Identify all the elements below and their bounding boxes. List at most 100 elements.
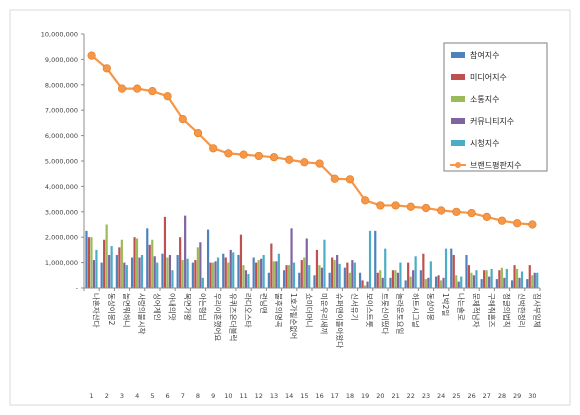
bar-소통지수-20: [379, 270, 382, 288]
bar-소통지수-10: [227, 262, 230, 288]
bar-커뮤니티지수-11: [244, 270, 248, 288]
bar-커뮤니티지수-30: [533, 272, 536, 288]
bar-참여지수-11: [237, 254, 240, 288]
bar-커뮤니티지수-12: [260, 258, 263, 288]
bar-참여지수-16: [313, 275, 316, 288]
bar-참여지수-6: [161, 253, 164, 288]
x-rank-label: 15: [300, 392, 308, 400]
bar-시청지수-15: [308, 265, 311, 288]
bar-소통지수-3: [120, 239, 123, 288]
bar-시청지수-7: [186, 258, 189, 288]
x-category-name: 보이스트롯: [365, 293, 375, 328]
x-rank-label: 28: [498, 392, 506, 400]
bar-미디어지수-3: [118, 247, 121, 288]
x-category-name: 동상이몽2: [107, 293, 117, 326]
x-category-name: 1박2일: [441, 293, 451, 316]
bar-시청지수-18: [353, 262, 356, 288]
legend-box: [443, 42, 548, 172]
bar-소통지수-23: [424, 279, 427, 288]
bar-미디어지수-24: [437, 275, 440, 288]
bar-미디어지수-1: [87, 237, 91, 288]
x-rank-label: 17: [331, 392, 339, 400]
bar-소통지수-12: [257, 260, 260, 288]
bar-참여지수-7: [176, 254, 179, 288]
bar-소통지수-19: [363, 285, 367, 288]
bar-참여지수-24: [434, 276, 438, 288]
bar-참여지수-23: [419, 270, 422, 288]
x-category-name: 동상이몽: [426, 293, 436, 321]
y-tick-label: 9,000,000: [45, 56, 78, 64]
x-category-name: 복면가왕: [183, 293, 193, 321]
bar-참여지수-13: [267, 272, 270, 288]
x-rank-label: 10: [224, 392, 232, 400]
point-브랜드평판지수-7: [178, 114, 187, 124]
x-rank-label: 30: [528, 392, 536, 400]
x-category-name: 나는솔로: [456, 293, 465, 321]
bar-참여지수-20: [374, 230, 377, 288]
bar-참여지수-4: [130, 257, 134, 288]
x-category-name: 아내의맛: [168, 293, 178, 321]
bar-미디어지수-9: [209, 262, 212, 288]
legend-swatch: [451, 96, 465, 102]
x-category-name: 우리이혼했어요: [213, 293, 223, 341]
bar-참여지수-10: [222, 253, 225, 288]
bar-소통지수-21: [394, 270, 397, 288]
bar-미디어지수-29: [513, 265, 516, 288]
x-category-name: 쇼미더머니: [304, 293, 313, 328]
bar-커뮤니티지수-9: [214, 261, 217, 288]
bar-커뮤니티지수-16: [320, 267, 324, 288]
bar-소통지수-9: [211, 262, 215, 288]
legend-swatch: [451, 52, 465, 58]
x-rank-label: 23: [422, 392, 430, 400]
line-series-group: [87, 51, 537, 229]
x-category-name: 신서유기: [350, 293, 359, 321]
bar-참여지수-2: [100, 262, 103, 288]
legend-label: 미디어지수: [470, 72, 507, 82]
point-브랜드평판지수-1: [87, 51, 96, 60]
bar-미디어지수-30: [528, 265, 531, 288]
bar-소통지수-29: [515, 268, 519, 288]
bar-미디어지수-6: [163, 216, 167, 288]
bar-미디어지수-22: [407, 262, 410, 288]
bar-소통지수-2: [105, 224, 108, 288]
bar-참여지수-22: [404, 280, 407, 288]
bar-시청지수-14: [292, 262, 296, 288]
x-rank-label: 14: [285, 392, 293, 400]
point-브랜드평판지수-25: [452, 207, 461, 216]
bar-커뮤니티지수-14: [290, 228, 293, 288]
point-브랜드평판지수-12: [254, 151, 263, 161]
x-axis: 나혼자산다1동상이몽22놀면뭐하니3사랑의불시착4싱어게인5아내의맛6복면가왕7…: [83, 287, 542, 400]
bar-시청지수-2: [110, 246, 113, 288]
bar-미디어지수-11: [239, 234, 243, 288]
bar-미디어지수-25: [452, 254, 455, 288]
bar-series-group: [85, 215, 539, 288]
bar-커뮤니티지수-19: [366, 281, 369, 288]
bar-미디어지수-26: [467, 265, 471, 288]
x-category-name: 싱어게인: [152, 293, 162, 321]
bar-미디어지수-23: [422, 253, 425, 288]
y-tick-label: 2,000,000: [45, 234, 78, 242]
legend-label: 참여지수: [470, 50, 499, 60]
x-category-name: 유퀴즈온더블럭: [228, 293, 238, 341]
bar-커뮤니티지수-1: [92, 260, 96, 288]
x-category-name: 1호가될순없어: [289, 293, 299, 339]
point-브랜드평판지수-11: [239, 150, 248, 159]
bar-시청지수-5: [156, 262, 159, 288]
bar-시청지수-30: [536, 272, 539, 288]
bar-커뮤니티지수-13: [275, 261, 278, 288]
point-브랜드평판지수-30: [528, 220, 537, 229]
point-브랜드평판지수-15: [300, 158, 309, 167]
point-브랜드평판지수-27: [482, 212, 491, 221]
bar-미디어지수-7: [179, 237, 182, 288]
bar-미디어지수-17: [331, 257, 334, 288]
bar-시청지수-19: [368, 230, 372, 288]
point-브랜드평판지수-28: [497, 216, 507, 225]
legend-label: 시청지수: [470, 139, 499, 148]
x-rank-label: 21: [391, 392, 399, 400]
x-rank-label: 12: [255, 392, 263, 400]
bar-미디어지수-28: [498, 270, 501, 288]
x-rank-label: 29: [513, 392, 521, 400]
bar-참여지수-3: [115, 254, 118, 288]
x-rank-label: 20: [376, 392, 384, 400]
